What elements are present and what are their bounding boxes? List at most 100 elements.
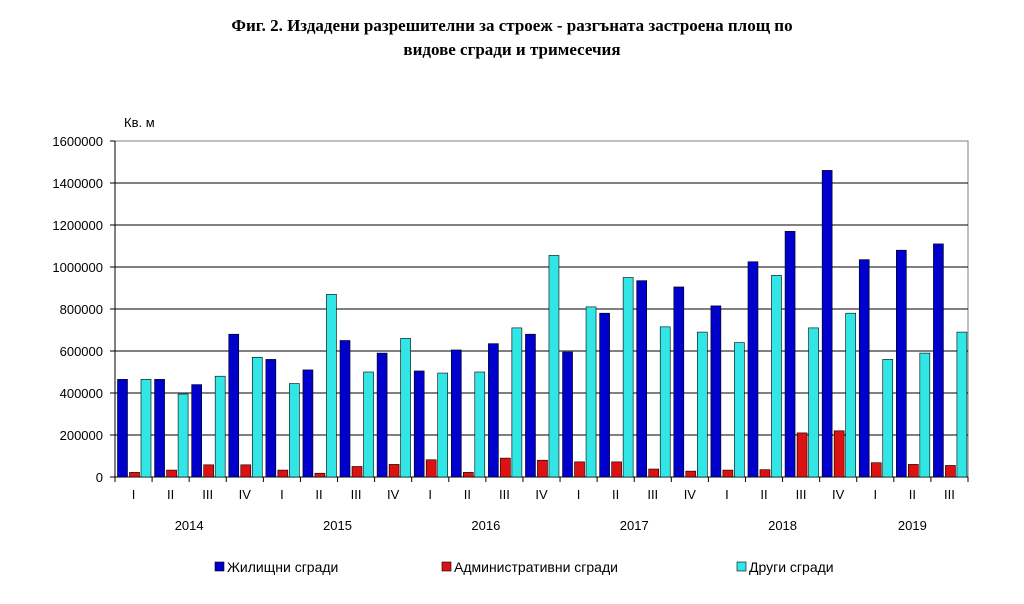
- bar-1-4: [228, 333, 240, 478]
- bar-2-13: [574, 461, 585, 478]
- legend-label: Административни сгради: [454, 559, 618, 575]
- bar-2-16: [685, 470, 697, 478]
- x-tick-label: I: [280, 487, 284, 502]
- y-tick-label: 400000: [60, 386, 103, 401]
- y-axis-label: Кв. м: [124, 115, 155, 130]
- x-tick-label: III: [944, 487, 955, 502]
- x-tick-label: IV: [387, 487, 400, 502]
- bar-1-19: [784, 231, 796, 478]
- bar-2-9: [425, 459, 437, 478]
- bar-3-11: [511, 327, 523, 478]
- bar-3-19: [808, 327, 819, 478]
- bar-3-10: [474, 371, 486, 478]
- x-tick-label: II: [760, 487, 767, 502]
- y-tick-label: 800000: [60, 302, 103, 317]
- legend-label: Жилищни сгради: [227, 559, 338, 575]
- bar-1-15: [636, 280, 648, 478]
- bar-1-23: [933, 243, 944, 478]
- year-label: 2016: [471, 518, 500, 533]
- year-label: 2018: [768, 518, 797, 533]
- legend-swatch: [736, 561, 747, 572]
- bar-1-14: [599, 312, 610, 478]
- year-label: 2014: [175, 518, 204, 533]
- bar-2-12: [537, 459, 548, 478]
- legend-label: Други сгради: [749, 559, 834, 575]
- bar-1-17: [710, 305, 722, 478]
- bar-2-22: [908, 464, 919, 478]
- bar-2-8: [388, 464, 400, 478]
- bar-1-20: [821, 170, 833, 478]
- bar-1-12: [525, 333, 536, 478]
- chart-title-line-2: видове сгради и тримесечия: [403, 40, 621, 59]
- year-label: 2019: [898, 518, 927, 533]
- bar-2-17: [722, 469, 734, 478]
- bar-1-6: [302, 369, 314, 478]
- bar-2-4: [240, 464, 252, 478]
- bar-1-21: [858, 259, 870, 478]
- bar-2-21: [870, 462, 882, 478]
- bar-1-13: [562, 351, 573, 478]
- year-label: 2015: [323, 518, 352, 533]
- bar-3-13: [585, 306, 597, 478]
- bar-3-4: [251, 356, 263, 478]
- x-tick-label: III: [796, 487, 807, 502]
- bar-2-11: [500, 457, 511, 478]
- bar-3-8: [400, 338, 411, 478]
- x-tick-label: II: [315, 487, 322, 502]
- x-tick-label: IV: [239, 487, 252, 502]
- bar-1-5: [265, 359, 277, 478]
- bar-1-10: [450, 349, 462, 478]
- chart-title: Фиг. 2. Издадени разрешителни за строеж …: [0, 14, 1024, 62]
- x-tick-label: I: [873, 487, 877, 502]
- x-tick-label: II: [909, 487, 916, 502]
- bar-2-3: [203, 464, 214, 478]
- x-tick-label: III: [351, 487, 362, 502]
- x-tick-label: II: [612, 487, 619, 502]
- y-tick-label: 200000: [60, 428, 103, 443]
- bar-3-22: [919, 352, 931, 478]
- bar-1-9: [413, 370, 425, 478]
- bar-1-11: [488, 343, 499, 478]
- bar-1-1: [117, 379, 128, 478]
- bar-3-1: [140, 379, 152, 478]
- x-tick-label: IV: [832, 487, 845, 502]
- y-tick-label: 600000: [60, 344, 103, 359]
- bar-1-3: [191, 384, 202, 478]
- y-tick-label: 1600000: [52, 134, 103, 149]
- bar-3-14: [622, 277, 634, 478]
- year-label: 2017: [620, 518, 649, 533]
- y-tick-label: 0: [96, 470, 103, 485]
- x-tick-label: I: [428, 487, 432, 502]
- bar-3-21: [882, 359, 894, 478]
- bar-3-12: [548, 255, 560, 478]
- bar-2-6: [314, 472, 326, 478]
- y-tick-label: 1200000: [52, 218, 103, 233]
- x-tick-label: II: [167, 487, 174, 502]
- bar-1-8: [376, 352, 388, 478]
- bar-3-18: [771, 275, 782, 478]
- bar-2-1: [129, 472, 140, 478]
- bar-3-7: [363, 371, 374, 478]
- bar-3-23: [956, 331, 968, 478]
- bar-2-20: [833, 430, 845, 478]
- legend-swatch: [441, 561, 452, 572]
- bar-3-9: [437, 372, 448, 478]
- bar-3-2: [177, 393, 189, 478]
- bar-3-6: [326, 293, 337, 478]
- bar-3-16: [697, 331, 708, 478]
- x-tick-label: III: [647, 487, 658, 502]
- bar-3-17: [734, 342, 745, 478]
- y-tick-label: 1400000: [52, 176, 103, 191]
- bar-2-14: [611, 461, 622, 478]
- bar-2-2: [166, 469, 177, 478]
- bar-2-23: [945, 465, 956, 478]
- x-tick-label: IV: [535, 487, 548, 502]
- x-tick-label: IV: [684, 487, 697, 502]
- x-tick-label: I: [577, 487, 581, 502]
- y-tick-label: 1000000: [52, 260, 103, 275]
- bar-1-22: [896, 249, 907, 478]
- bar-3-20: [845, 312, 856, 478]
- bar-2-19: [796, 432, 808, 478]
- bar-2-10: [462, 472, 474, 478]
- bar-2-15: [648, 468, 660, 478]
